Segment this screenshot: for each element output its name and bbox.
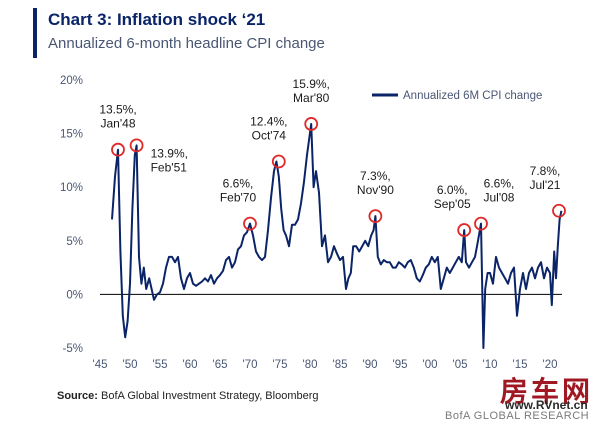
x-tick-label: '15 [513, 359, 528, 371]
chart-title: Chart 3: Inflation shock ‘21 [48, 10, 266, 29]
y-tick-label: 20% [60, 75, 83, 87]
source-text: BofA Global Investment Strategy, Bloombe… [101, 390, 319, 402]
x-tick-label: '65 [213, 359, 228, 371]
x-tick-label: '85 [333, 359, 348, 371]
title-accent-bar [33, 8, 37, 58]
y-tick-label: 10% [60, 182, 83, 194]
y-tick-label: 15% [60, 129, 83, 141]
y-tick-label: 0% [66, 289, 83, 301]
legend-label: Annualized 6M CPI change [403, 90, 542, 102]
peak-marker [243, 216, 257, 231]
y-tick-label: -5% [63, 343, 83, 355]
peak-marker [457, 223, 472, 237]
annotation-value: 6.6%, [223, 177, 254, 191]
peak-marker [304, 117, 319, 131]
annotation-value: 6.0%, [437, 183, 468, 197]
x-tick-label: '90 [363, 359, 378, 371]
annotation-value: 13.9%, [151, 146, 188, 160]
annotation-date: Mar'80 [293, 91, 330, 105]
annotation-date: Feb'70 [220, 191, 257, 205]
x-tick-label: '70 [243, 359, 258, 371]
annotation-value: 6.6%, [484, 177, 515, 191]
annotation-date: Jan'48 [101, 117, 136, 131]
x-tick-label: '55 [153, 359, 168, 371]
annotation-date: Nov'90 [357, 183, 394, 197]
x-tick-label: '60 [183, 359, 198, 371]
x-tick-label: '75 [273, 359, 288, 371]
footer-brand: BofA GLOBAL RESEARCH [445, 410, 590, 422]
peak-marker [368, 209, 383, 224]
watermark-logo: 房车网 [500, 375, 594, 408]
annotation-value: 7.8%, [530, 164, 561, 178]
peak-marker [111, 142, 125, 157]
x-tick-label: '10 [483, 359, 498, 371]
annotation-value: 15.9%, [293, 77, 330, 91]
watermark-url: www.RVnet.cn [505, 398, 588, 412]
series-line-cpi [111, 123, 563, 349]
annotation-date: Oct'74 [252, 128, 287, 142]
x-tick-label: '00 [423, 359, 438, 371]
annotation-value: 12.4%, [250, 114, 287, 128]
x-tick-label: '45 [93, 359, 108, 371]
x-tick-label: '20 [543, 359, 558, 371]
x-tick-label: '95 [393, 359, 408, 371]
y-tick-label: 5% [66, 236, 83, 248]
source-label: Source: [57, 390, 98, 402]
chart-subtitle: Annualized 6-month headline CPI change [48, 35, 325, 52]
peak-marker [552, 203, 566, 218]
x-tick-label: '80 [303, 359, 318, 371]
source-note: Source: BofA Global Investment Strategy,… [57, 390, 319, 402]
peak-marker [474, 216, 488, 231]
x-tick-label: '50 [123, 359, 138, 371]
annotation-date: Jul'08 [484, 191, 515, 205]
peak-marker [271, 154, 286, 169]
peak-marker [129, 138, 144, 153]
annotation-value: 7.3%, [360, 169, 391, 183]
annotation-date: Sep'05 [434, 197, 471, 211]
annotation-date: Jul'21 [530, 178, 561, 192]
annotation-date: Feb'51 [151, 160, 188, 174]
x-tick-label: '05 [453, 359, 468, 371]
annotation-value: 13.5%, [99, 103, 136, 117]
